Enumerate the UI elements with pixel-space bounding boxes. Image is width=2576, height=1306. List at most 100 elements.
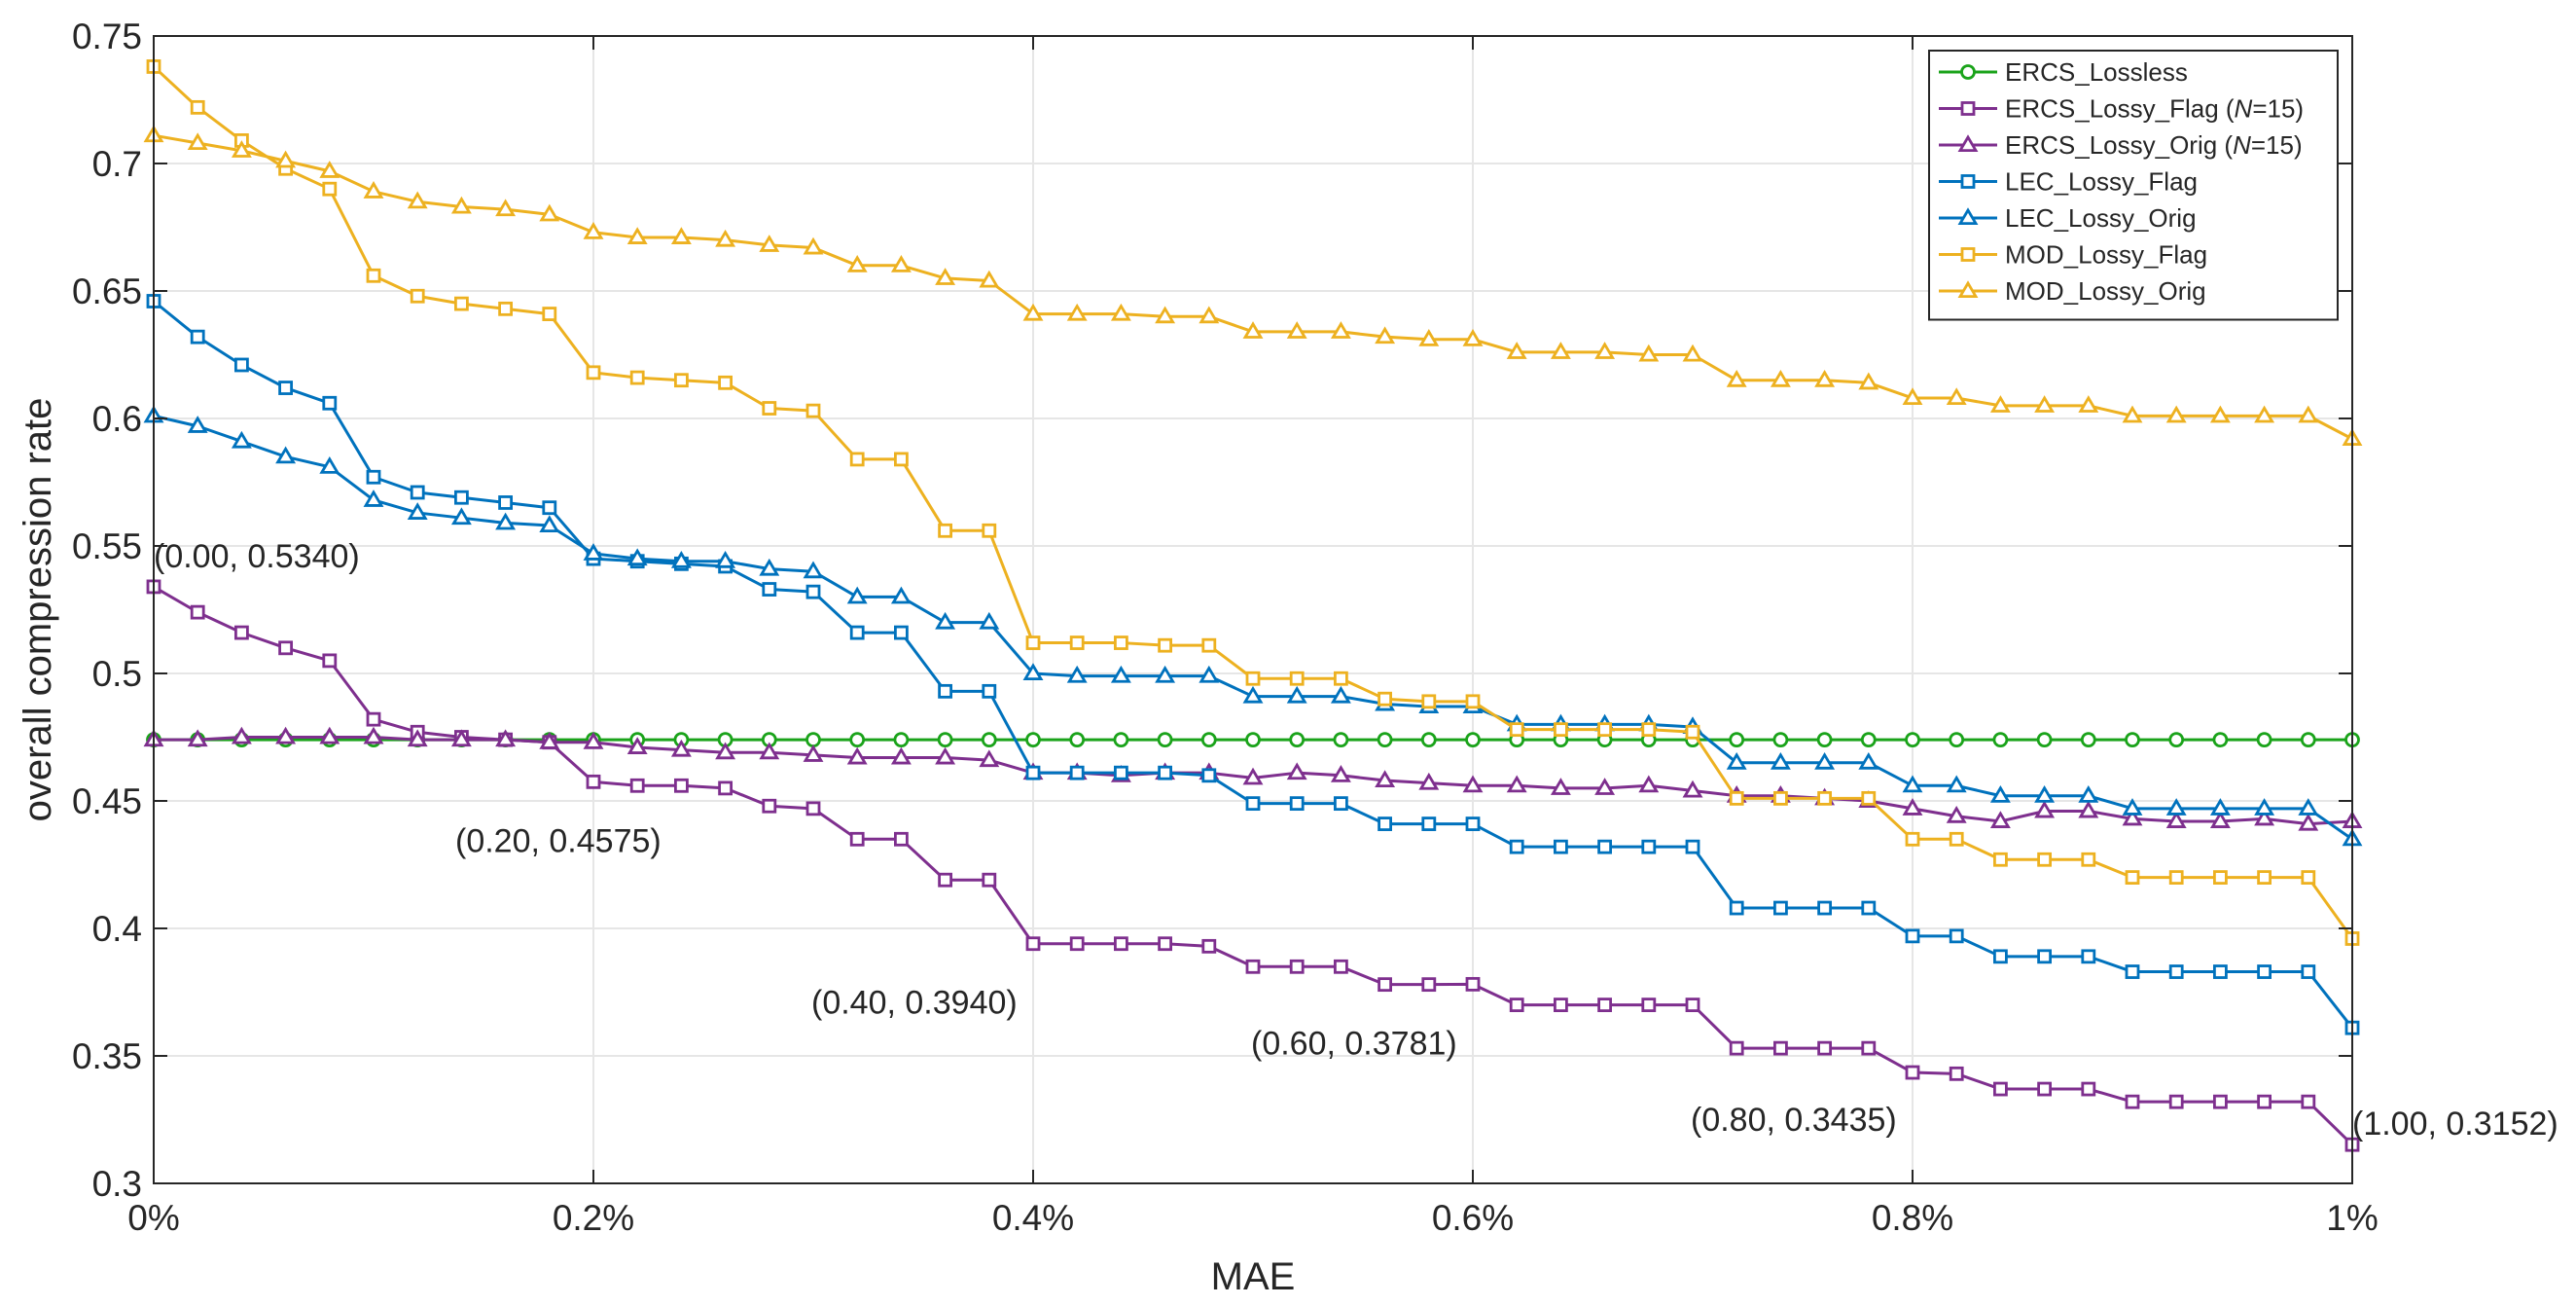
data-point (759, 558, 780, 576)
data-point (1902, 775, 1923, 793)
y-tick-label: 0.65 (72, 272, 142, 311)
data-point (1333, 732, 1349, 748)
data-point (670, 739, 692, 757)
data-point (1421, 816, 1437, 831)
data-point (1550, 342, 1571, 359)
data-point (450, 196, 472, 214)
data-label: (0.20, 0.4575) (455, 822, 662, 859)
data-point (2212, 1094, 2228, 1109)
data-point (1729, 790, 1744, 806)
data-point (1420, 732, 1437, 748)
legend-marker (1960, 174, 1976, 189)
data-point (1729, 732, 1745, 748)
data-point (1817, 900, 1832, 916)
data-point (893, 732, 910, 748)
data-point (1334, 959, 1348, 974)
data-point (319, 456, 340, 474)
data-point (1066, 303, 1088, 321)
data-point (1069, 936, 1085, 952)
data-point (1509, 722, 1524, 738)
data-point (670, 227, 692, 244)
data-point (1377, 691, 1392, 707)
legend-entry: LEC_Lossy_Orig (1939, 203, 2197, 233)
data-point (233, 625, 249, 640)
data-point (1114, 936, 1128, 952)
data-point (2078, 784, 2099, 803)
legend-entry: MOD_Lossy_Flag (1939, 240, 2207, 270)
data-point (1902, 387, 1923, 406)
data-point (1158, 637, 1172, 653)
data-point (2037, 852, 2053, 867)
data-point (1110, 303, 1131, 321)
data-point (1289, 959, 1305, 974)
data-point (803, 236, 824, 255)
data-point (1858, 751, 1879, 770)
data-point (982, 872, 997, 888)
data-point (2301, 870, 2316, 885)
data-point (1377, 977, 1392, 993)
data-point (981, 732, 997, 748)
data-point (1992, 949, 2008, 964)
data-point (1861, 900, 1877, 916)
data-point (1594, 778, 1616, 795)
data-point (1158, 765, 1172, 780)
data-point (1726, 751, 1747, 770)
data-point (1726, 369, 1747, 387)
data-point (803, 561, 824, 579)
data-point (1069, 732, 1086, 748)
data-point (275, 726, 297, 744)
data-point (1860, 732, 1877, 748)
data-point (322, 181, 338, 197)
data-point (366, 469, 381, 485)
data-point (674, 373, 689, 388)
data-point (1025, 732, 1041, 748)
data-point (2298, 405, 2319, 423)
data-point (407, 191, 428, 209)
data-point (1509, 998, 1524, 1012)
data-point (583, 543, 604, 561)
data-point (2254, 808, 2275, 826)
series-mod-lossy-flag (146, 59, 2360, 946)
legend-label: MOD_Lossy_Flag (2005, 240, 2207, 270)
data-label: (0.00, 0.5340) (154, 538, 360, 575)
data-point (2034, 784, 2056, 803)
legend-label: LEC_Lossy_Orig (2005, 203, 2197, 233)
legend-entry: ERCS_Lossy_Orig (N=15) (1939, 130, 2303, 160)
data-point (187, 132, 208, 151)
data-point (2122, 808, 2143, 826)
data-point (1685, 998, 1700, 1012)
y-tick-label: 0.7 (92, 144, 142, 184)
data-point (2036, 732, 2053, 748)
series-mod-lossy-orig (143, 125, 2363, 446)
data-point (2037, 1081, 2053, 1097)
y-tick-label: 0.5 (92, 654, 142, 694)
data-point (2298, 798, 2319, 816)
data-point (2212, 732, 2229, 748)
data-point (626, 737, 648, 754)
data-point (539, 731, 560, 749)
legend-marker (1957, 207, 1979, 226)
data-point (1861, 790, 1877, 806)
legend-entry: ERCS_Lossy_Flag (N=15) (1939, 94, 2304, 124)
data-point (1949, 928, 1964, 944)
legend-marker (1960, 64, 1976, 80)
legend-entry: MOD_Lossy_Orig (1939, 276, 2206, 306)
x-axis-title: MAE (1211, 1255, 1296, 1298)
data-point (1816, 732, 1833, 748)
data-point (1334, 671, 1348, 686)
data-point (1509, 839, 1524, 854)
data-point (187, 729, 208, 747)
data-point (1025, 635, 1041, 650)
data-point (626, 227, 648, 244)
y-axis-title: overall compression rate (17, 398, 59, 822)
data-point (1905, 831, 1920, 847)
data-point (1421, 977, 1437, 993)
data-point (759, 235, 780, 252)
data-point (1245, 671, 1261, 686)
data-point (1025, 765, 1041, 780)
legend-entry: LEC_Lossy_Flag (1939, 167, 2198, 197)
data-point (319, 161, 340, 178)
data-point (2125, 964, 2140, 979)
data-point (2081, 852, 2096, 867)
